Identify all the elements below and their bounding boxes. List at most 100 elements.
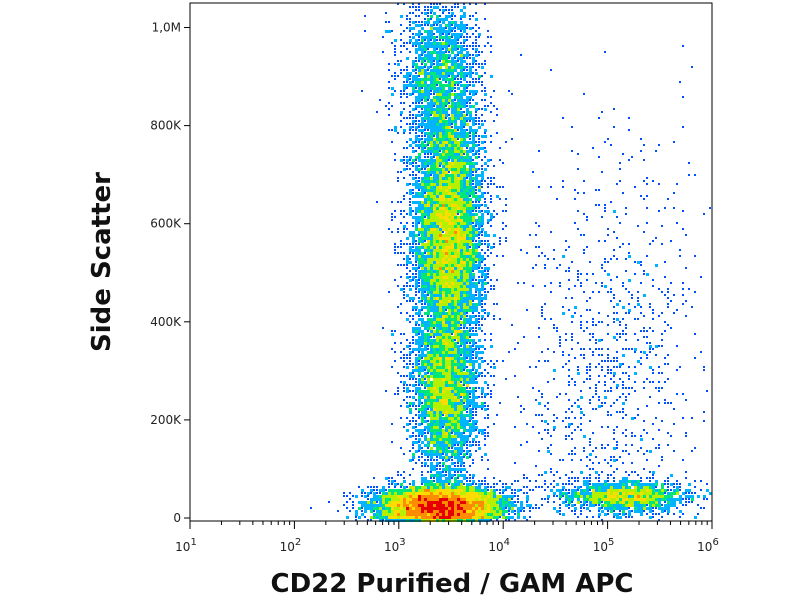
event-dot <box>460 414 463 417</box>
event-dot <box>646 207 648 209</box>
event-dot <box>418 315 420 317</box>
event-dot <box>433 6 436 9</box>
event-dot <box>394 51 396 53</box>
event-dot <box>433 237 436 240</box>
event-dot <box>421 285 424 288</box>
event-dot <box>454 450 457 453</box>
event-dot <box>424 9 426 11</box>
event-dot <box>472 183 474 185</box>
event-dot <box>436 312 439 315</box>
event-dot <box>433 420 436 423</box>
event-dot <box>478 315 480 317</box>
event-dot <box>505 489 507 491</box>
event-dot <box>640 351 642 353</box>
event-dot <box>412 192 414 194</box>
event-dot <box>442 351 445 354</box>
event-dot <box>445 234 448 237</box>
event-dot <box>469 111 472 114</box>
event-dot <box>451 372 454 375</box>
event-dot <box>412 318 414 320</box>
event-dot <box>451 24 453 26</box>
event-dot <box>466 258 469 261</box>
event-dot <box>421 342 424 345</box>
event-dot <box>436 336 439 339</box>
event-dot <box>448 288 451 291</box>
event-dot <box>478 141 480 143</box>
event-dot <box>427 234 430 237</box>
event-dot <box>466 390 469 393</box>
event-dot <box>469 252 472 255</box>
event-dot <box>469 390 472 393</box>
event-dot <box>391 483 393 485</box>
event-dot <box>442 312 445 315</box>
event-dot <box>442 360 445 363</box>
event-dot <box>451 261 454 264</box>
event-dot <box>664 321 666 323</box>
event-dot <box>433 96 436 99</box>
event-dot <box>634 390 636 392</box>
event-dot <box>457 99 460 102</box>
event-dot <box>472 294 475 297</box>
event-dot <box>481 330 483 332</box>
event-dot <box>466 369 469 372</box>
event-dot <box>553 327 555 329</box>
event-dot <box>631 435 633 437</box>
event-dot <box>403 333 405 335</box>
event-dot <box>385 477 388 480</box>
event-dot <box>460 144 463 147</box>
event-dot <box>457 483 460 486</box>
event-dot <box>388 114 390 116</box>
event-dot <box>487 468 489 470</box>
event-dot <box>436 279 439 282</box>
event-dot <box>418 222 420 224</box>
event-dot <box>457 204 460 207</box>
event-dot <box>448 369 451 372</box>
event-dot <box>406 69 408 71</box>
event-dot <box>490 288 492 290</box>
event-dot <box>436 135 439 138</box>
event-dot <box>649 342 651 344</box>
event-dot <box>484 63 486 65</box>
event-dot <box>463 153 465 155</box>
event-dot <box>598 486 601 489</box>
event-dot <box>466 351 469 354</box>
event-dot <box>436 216 439 219</box>
event-dot <box>427 42 430 45</box>
event-dot <box>598 321 600 323</box>
event-dot <box>430 195 433 198</box>
event-dot <box>463 234 466 237</box>
event-dot <box>667 483 669 485</box>
event-dot <box>643 180 645 182</box>
event-dot <box>481 195 484 198</box>
event-dot <box>439 111 442 114</box>
event-dot <box>400 357 402 359</box>
event-dot <box>442 378 445 381</box>
event-dot <box>472 201 474 203</box>
event-dot <box>445 276 448 279</box>
event-dot <box>466 147 468 149</box>
event-dot <box>400 246 402 248</box>
event-dot <box>436 30 439 33</box>
event-dot <box>550 186 552 188</box>
event-dot <box>445 174 448 177</box>
event-dot <box>400 342 402 344</box>
event-dot <box>454 366 457 369</box>
event-dot <box>643 486 646 489</box>
event-dot <box>427 438 430 441</box>
event-dot <box>394 126 397 129</box>
event-dot <box>457 198 460 201</box>
event-dot <box>436 297 439 300</box>
event-dot <box>442 84 445 87</box>
event-dot <box>475 285 478 288</box>
event-dot <box>412 162 414 164</box>
event-dot <box>457 54 459 56</box>
event-dot <box>448 381 451 384</box>
event-dot <box>604 459 606 461</box>
event-dot <box>484 132 486 134</box>
event-dot <box>622 381 624 383</box>
event-dot <box>388 21 390 23</box>
event-dot <box>463 288 466 291</box>
event-dot <box>439 450 442 453</box>
event-dot <box>493 105 495 107</box>
event-dot <box>436 456 438 458</box>
